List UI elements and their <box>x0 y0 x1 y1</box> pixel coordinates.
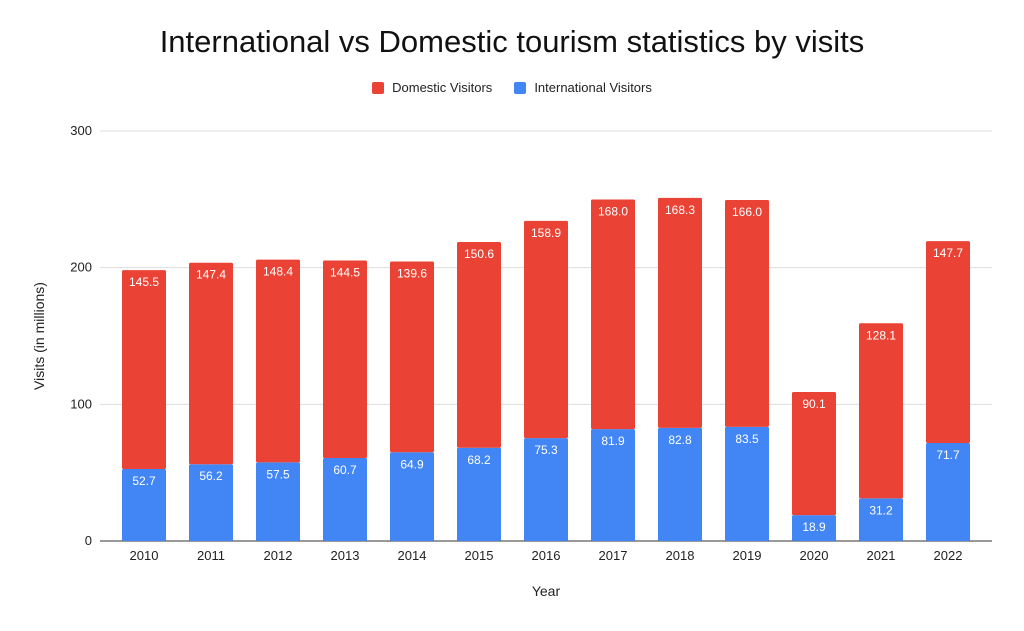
x-tick-label: 2012 <box>264 548 293 563</box>
data-label-international: 71.7 <box>936 448 960 462</box>
bar-domestic <box>658 197 702 428</box>
data-label-domestic: 168.3 <box>665 203 695 217</box>
legend-item-international: International Visitors <box>514 80 652 95</box>
data-label-domestic: 145.5 <box>129 275 159 289</box>
bar-international <box>926 443 970 541</box>
data-label-international: 31.2 <box>869 503 893 517</box>
x-tick-label: 2017 <box>599 548 628 563</box>
bar-international <box>725 426 769 541</box>
chart-title: International vs Domestic tourism statis… <box>159 24 865 59</box>
x-tick-label: 2010 <box>130 548 159 563</box>
legend-label-international: International Visitors <box>534 80 652 95</box>
data-label-domestic: 158.9 <box>531 226 561 240</box>
data-label-international: 64.9 <box>400 457 424 471</box>
data-label-domestic: 90.1 <box>802 397 826 411</box>
bar-international <box>122 468 166 541</box>
legend-item-domestic: Domestic Visitors <box>372 80 492 95</box>
x-tick-label: 2013 <box>331 548 360 563</box>
x-tick-label: 2020 <box>800 548 829 563</box>
bar-domestic <box>122 270 166 469</box>
data-label-international: 52.7 <box>132 474 156 488</box>
data-label-domestic: 150.6 <box>464 247 494 261</box>
legend-swatch-domestic <box>372 81 385 94</box>
data-label-international: 18.9 <box>802 520 826 534</box>
data-label-domestic: 148.4 <box>263 265 293 279</box>
x-tick-label: 2018 <box>666 548 695 563</box>
bar-international <box>390 452 434 541</box>
bar-domestic <box>323 260 367 459</box>
bar-international <box>792 515 836 541</box>
bar-international <box>859 498 903 541</box>
y-tick-label: 200 <box>70 260 92 275</box>
x-axis-title: Year <box>532 583 561 599</box>
bar-domestic <box>189 262 233 465</box>
bar-domestic <box>792 392 836 516</box>
bar-domestic <box>524 220 568 439</box>
x-tick-label: 2022 <box>934 548 963 563</box>
x-tick-label: 2015 <box>465 548 494 563</box>
data-label-domestic: 144.5 <box>330 266 360 280</box>
bar-international <box>591 429 635 541</box>
data-label-international: 68.2 <box>467 453 491 467</box>
data-label-international: 82.8 <box>668 433 692 447</box>
x-tick-label: 2011 <box>197 548 225 563</box>
x-tick-label: 2021 <box>867 548 896 563</box>
bar-international <box>256 462 300 541</box>
y-tick-label: 100 <box>70 396 92 411</box>
bar-domestic <box>390 261 434 453</box>
bar-domestic <box>859 323 903 499</box>
bar-international <box>457 447 501 541</box>
data-label-international: 75.3 <box>534 443 558 457</box>
bar-domestic <box>926 241 970 444</box>
data-label-domestic: 139.6 <box>397 267 427 281</box>
x-tick-label: 2019 <box>733 548 762 563</box>
bar-international <box>323 458 367 541</box>
data-label-domestic: 147.4 <box>196 268 226 282</box>
bar-domestic <box>457 241 501 448</box>
data-label-international: 60.7 <box>333 463 357 477</box>
x-tick-label: 2016 <box>532 548 561 563</box>
data-label-domestic: 147.7 <box>933 246 963 260</box>
y-tick-label: 0 <box>85 533 92 548</box>
bar-international <box>658 427 702 541</box>
legend-swatch-international <box>514 81 527 94</box>
x-tick-label: 2014 <box>398 548 427 563</box>
data-label-domestic: 166.0 <box>732 205 762 219</box>
bar-domestic <box>725 200 769 427</box>
bar-international <box>524 438 568 541</box>
data-label-international: 57.5 <box>266 467 290 481</box>
data-label-international: 56.2 <box>199 469 223 483</box>
data-label-domestic: 128.1 <box>866 328 896 342</box>
bar-domestic <box>256 259 300 463</box>
data-label-international: 83.5 <box>735 432 759 446</box>
bar-domestic <box>591 199 635 430</box>
legend: Domestic Visitors International Visitors <box>0 80 1024 95</box>
bar-international <box>189 464 233 541</box>
data-label-domestic: 168.0 <box>598 204 628 218</box>
y-axis-title: Visits (in millions) <box>31 282 47 390</box>
legend-label-domestic: Domestic Visitors <box>392 80 493 95</box>
data-label-international: 81.9 <box>601 434 625 448</box>
y-tick-label: 300 <box>70 123 92 138</box>
